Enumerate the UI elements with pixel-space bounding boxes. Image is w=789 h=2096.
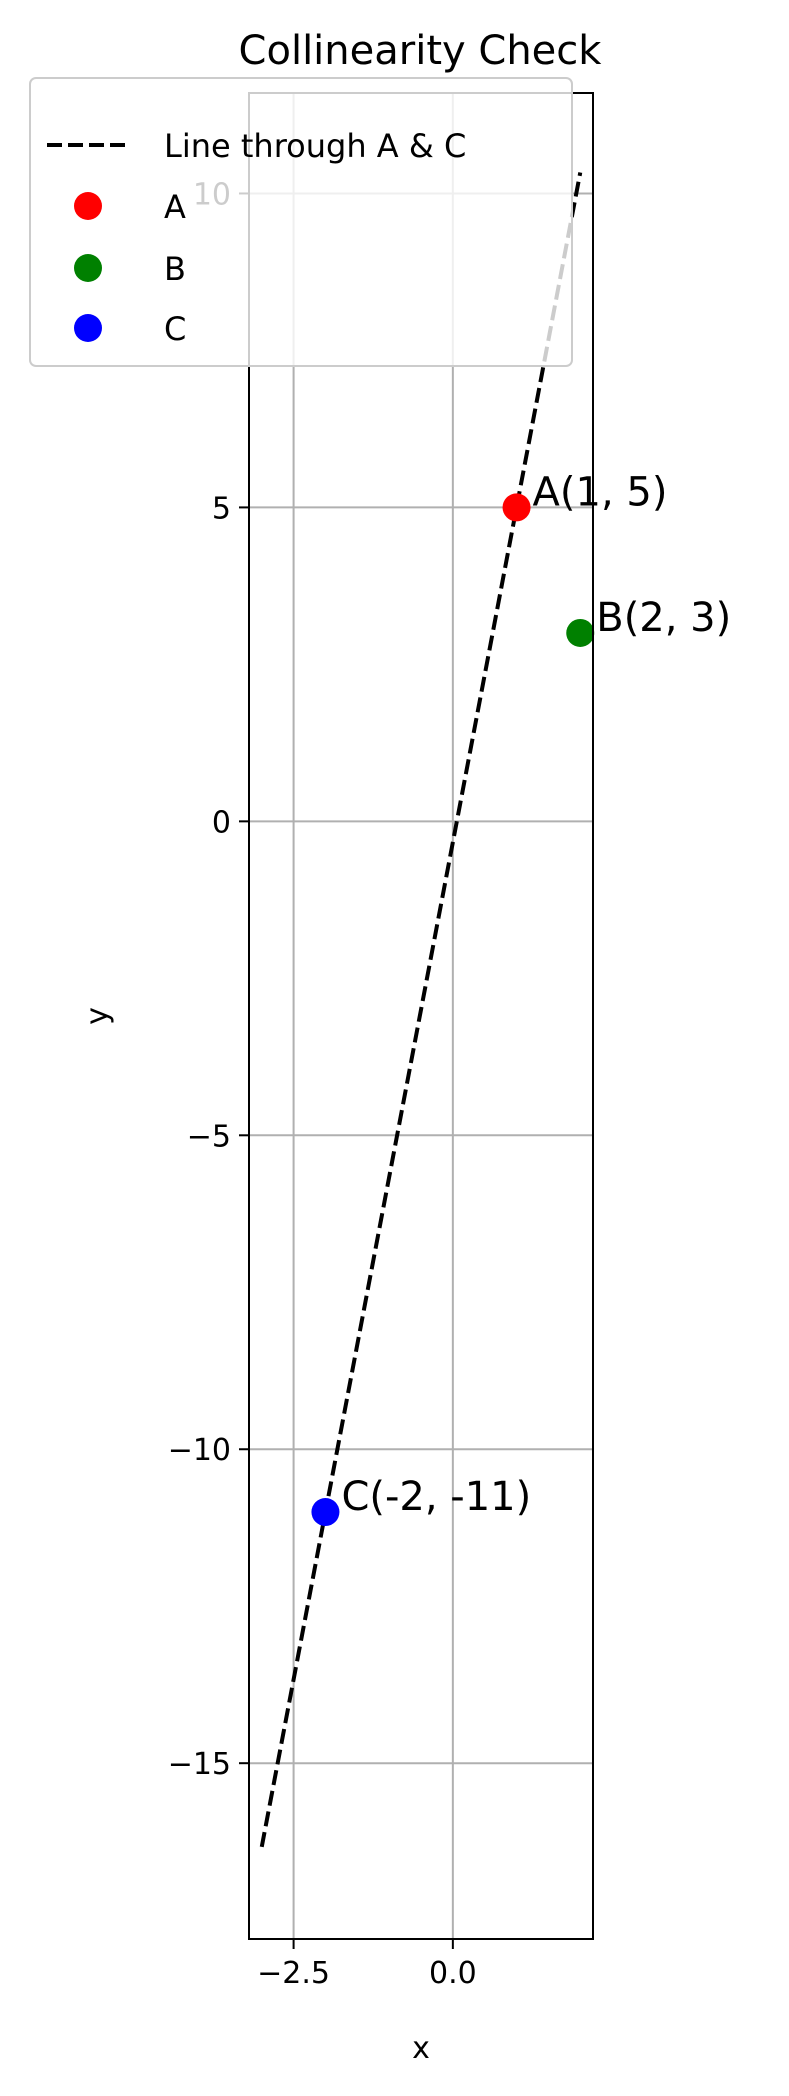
y-tick-label: 5	[212, 491, 231, 526]
legend-label-c: C	[164, 310, 186, 348]
legend-label-b: B	[164, 250, 186, 288]
legend-swatch-c	[74, 314, 102, 342]
point-label-b: B(2, 3)	[596, 595, 731, 641]
point-label-a: A(1, 5)	[533, 469, 668, 515]
legend-swatch-b	[74, 254, 102, 282]
chart-title: Collinearity Check	[239, 28, 603, 74]
x-axis-label: x	[412, 2031, 430, 2066]
y-tick-label: −10	[168, 1433, 231, 1468]
y-tick-label: −5	[187, 1119, 231, 1154]
legend-line-label: Line through A & C	[164, 127, 466, 165]
point-b	[566, 618, 595, 647]
line-through-a-c	[259, 172, 583, 1848]
plot-points-layer: A(1, 5) B(2, 3) C(-2, -11)	[311, 469, 731, 1527]
y-tick-label: −15	[168, 1747, 231, 1782]
point-c	[311, 1498, 340, 1527]
legend-box	[29, 77, 573, 367]
y-axis-label: y	[80, 1007, 115, 1025]
point-a	[502, 493, 531, 522]
x-tick-label: −2.5	[257, 1956, 330, 1991]
y-tick-label: 0	[212, 805, 231, 840]
legend-swatch-a	[74, 192, 102, 220]
legend: Line through A & C A B C	[29, 77, 573, 367]
point-label-c: C(-2, -11)	[341, 1474, 531, 1520]
x-tick-label: 0.0	[429, 1956, 477, 1991]
axis-ticks: −2.50.01050−5−10−15	[168, 177, 477, 1991]
plot-line-layer	[259, 172, 583, 1848]
legend-label-a: A	[164, 188, 186, 226]
